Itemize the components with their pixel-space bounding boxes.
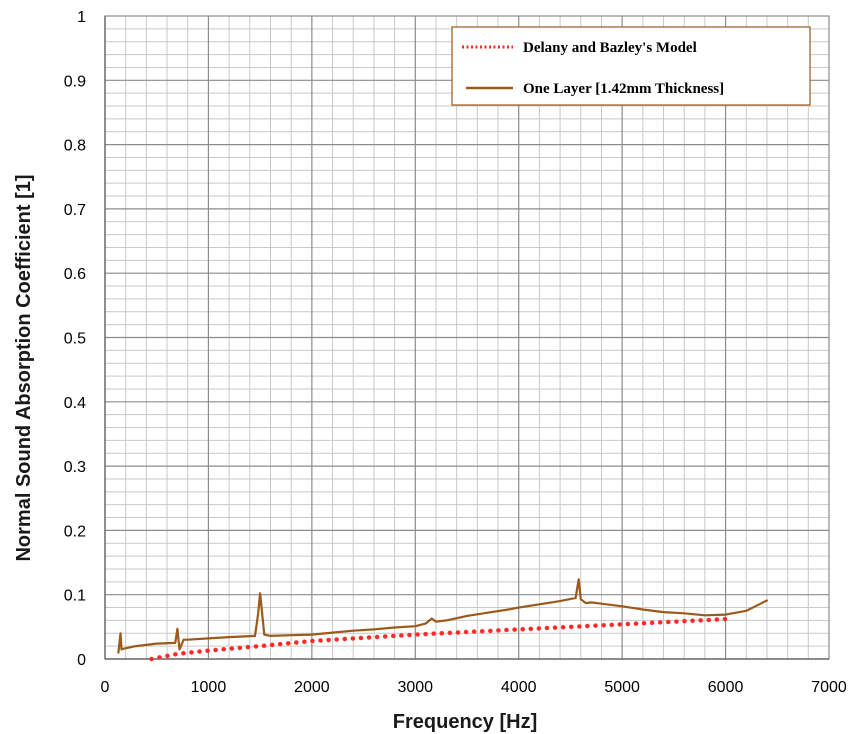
- y-tick-label: 0.9: [64, 73, 86, 90]
- y-tick-label: 0.7: [64, 202, 86, 219]
- grid: [105, 16, 829, 659]
- legend: Delany and Bazley's Model One Layer [1.4…: [451, 26, 811, 106]
- y-tick-label: 0.2: [64, 523, 86, 540]
- y-tick-label: 0.4: [64, 395, 86, 412]
- series-line-one-layer: [117, 578, 769, 654]
- series-line-delany-bazley: [149, 616, 728, 662]
- y-tick-label: 0.1: [64, 588, 86, 605]
- legend-label-one-layer: One Layer [1.42mm Thickness]: [523, 81, 724, 97]
- x-axis-title: Frequency [Hz]: [393, 711, 537, 733]
- y-tick-label: 0.5: [64, 331, 86, 348]
- x-tick-label: 0: [101, 679, 110, 696]
- axes: [104, 15, 830, 660]
- x-tick-label: 6000: [708, 679, 744, 696]
- y-axis-title: Normal Sound Absorption Coefficient [1]: [13, 174, 35, 561]
- x-tick-label: 5000: [604, 679, 640, 696]
- y-tick-label: 0.6: [64, 266, 86, 283]
- x-tick-label: 2000: [294, 679, 330, 696]
- x-tick-label: 1000: [191, 679, 227, 696]
- legend-label-model: Delany and Bazley's Model: [523, 40, 697, 56]
- tick-labels: 0 1000 2000 3000 4000 5000 6000 7000 0 0.1 0.2 0.3 0…: [64, 9, 847, 696]
- series-layer: [117, 578, 769, 662]
- x-tick-label: 7000: [811, 679, 847, 696]
- legend-box: [451, 26, 811, 106]
- x-tick-label: 4000: [501, 679, 537, 696]
- x-tick-label: 3000: [397, 679, 433, 696]
- y-tick-label: 1: [77, 9, 86, 26]
- y-tick-label: 0: [77, 652, 86, 669]
- y-tick-label: 0.8: [64, 138, 86, 155]
- y-tick-label: 0.3: [64, 459, 86, 476]
